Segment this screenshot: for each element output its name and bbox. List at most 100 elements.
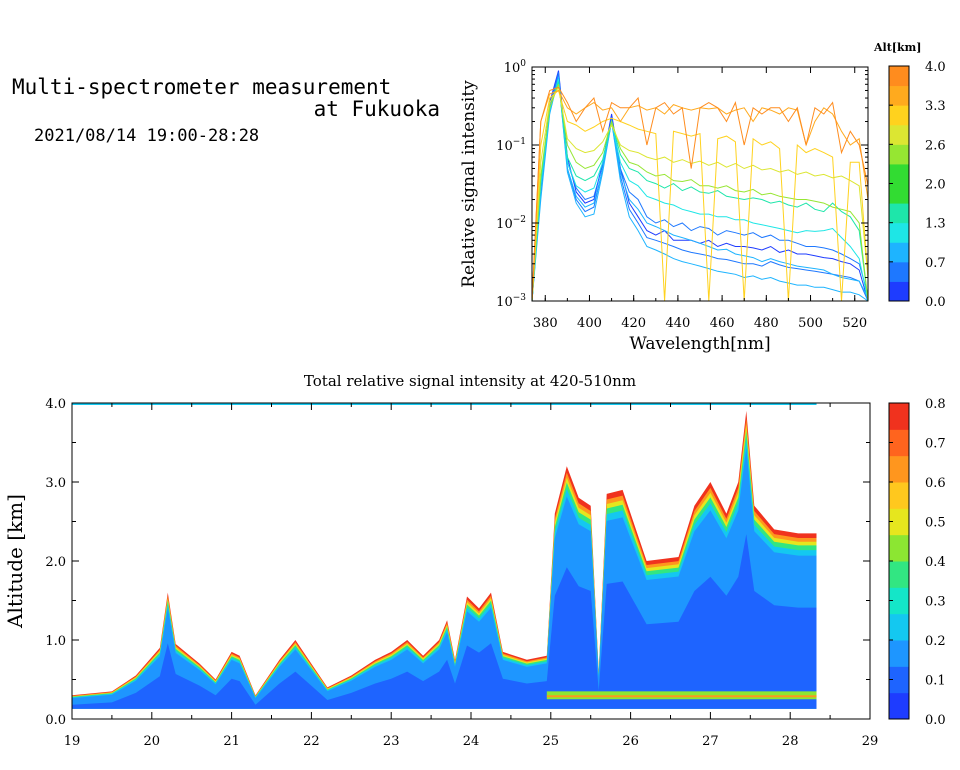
heatmap-layers [72,403,817,709]
heatmap-y-tick-label: 2.0 [45,555,66,570]
heatmap-x-tick-label: 23 [383,734,400,749]
spectrum-series-line [531,85,869,302]
altitude-colorbar-tick-label: 2.0 [925,178,946,193]
spectrum-x-tick-label: 500 [798,316,823,331]
intensity-colorbar-segment [889,547,909,562]
heatmap-x-tick-label: 26 [622,734,639,749]
intensity-colorbar-segment [889,679,909,694]
heatmap-x-tick-label: 21 [223,734,240,749]
intensity-colorbar-segment [889,561,909,575]
intensity-colorbar-segment [889,626,909,641]
spectrum-y-axis-label: Relative signal intensity [459,80,479,288]
altitude-colorbar-segment [889,144,909,165]
spectrum-x-axis-label: Wavelength[nm] [629,334,770,354]
title-line-1: Multi-spectrometer measurement [12,75,392,99]
intensity-colorbar-tick-label: 0.3 [925,595,946,610]
intensity-colorbar-segment [889,600,909,615]
altitude-colorbar-tick-label: 0.7 [925,256,946,271]
spectrum-series-line [531,78,869,302]
heatmap-y-tick-label: 1.0 [45,634,66,649]
intensity-colorbar-tick-label: 0.7 [925,437,946,452]
intensity-colorbar-segment [889,653,909,667]
page-title: Multi-spectrometer measurement at Fukuok… [12,76,440,120]
intensity-colorbar-tick-label: 0.6 [925,476,946,491]
intensity-colorbar-segment [889,705,909,720]
spectrum-x-tick-label: 420 [621,316,646,331]
intensity-colorbar-segment [889,587,909,601]
intensity-colorbar-segment [889,455,909,470]
intensity-colorbar-segment [889,640,909,654]
spectrum-series-line [531,89,869,302]
spectrum-x-tick-label: 380 [533,316,558,331]
altitude-colorbar-segment [889,242,909,263]
intensity-colorbar-tick-label: 0.8 [925,397,946,412]
heatmap-title: Total relative signal intensity at 420-5… [304,372,636,390]
heatmap-x-tick-label: 24 [463,734,480,749]
spectrum-y-tick-label: 10−3 [496,293,526,310]
intensity-colorbar-segment [889,534,909,549]
spectrum-x-tick-label: 520 [842,316,867,331]
spectrum-series-line [531,74,869,302]
intensity-colorbar-segment [889,495,909,509]
intensity-colorbar-segment [889,416,909,430]
intensity-colorbar: 0.8 0.7 0.6 0.5 0.4 0.3 0.2 0.1 0.0 [888,397,946,728]
spectrum-series-line [531,72,869,302]
spectrum-series-line [531,86,869,302]
spectrum-x-tick-label: 460 [710,316,735,331]
altitude-colorbar-segment [889,203,909,224]
spectrum-y-tick-label: 100 [504,59,527,76]
altitude-colorbar-segment [889,163,909,184]
heatmap-layer-deep-core [72,534,817,709]
intensity-colorbar-segment [889,403,909,417]
spectrum-series-group [531,70,869,302]
heatmap-x-tick-label: 27 [702,734,719,749]
title-line-2: at Fukuoka [313,97,440,121]
heatmap-y-tick-label: 0.0 [45,713,66,728]
intensity-colorbar-tick-label: 0.4 [925,555,946,570]
intensity-colorbar-segment [889,521,909,536]
intensity-colorbar-segment [889,508,909,522]
spectrum-y-tick-label: 10−1 [496,137,526,154]
heatmap-y-tick-label: 4.0 [45,397,66,412]
intensity-colorbar-tick-label: 0.5 [925,516,946,531]
altitude-colorbar-tick-label: 2.6 [925,138,946,153]
spectrum-x-tick-label: 440 [665,316,690,331]
intensity-colorbar-segment [889,666,909,680]
intensity-colorbar-tick-label: 0.1 [925,674,946,689]
altitude-colorbar-title: Alt[km] [873,41,921,54]
spectrum-x-tick-label: 480 [754,316,779,331]
spectrum-series-line [531,84,869,302]
intensity-colorbar-segment [889,442,909,457]
intensity-colorbar-tick-label: 0.2 [925,634,946,649]
heatmap-surface-band-line [546,695,817,698]
altitude-colorbar-segment [889,183,909,204]
spectrum-chart: 380 400 420 440 460 480 500 52010010−110−210−3 … [459,41,946,354]
altitude-colorbar-segment [889,222,909,243]
intensity-heatmap: Total relative signal intensity at 420-5… [3,372,946,749]
altitude-colorbar-segment [889,105,909,126]
altitude-colorbar-tick-label: 1.3 [925,217,946,232]
altitude-colorbar: 4.0 3.3 2.6 2.0 1.3 0.7 0.0 [888,60,946,310]
heatmap-x-tick-label: 25 [543,734,560,749]
intensity-colorbar-segment [889,468,909,483]
heatmap-x-tick-label: 28 [782,734,799,749]
heatmap-ticks: 19 20 21 22 23 24 25 26 27 28 29 4.0 3.0 2.0 1.0 0.0 [45,397,878,749]
heatmap-top-edge-signal [72,403,817,405]
spectrum-series-line [531,76,869,302]
altitude-colorbar-tick-label: 4.0 [925,60,946,75]
altitude-colorbar-segment [889,281,909,302]
heatmap-x-tick-label: 22 [303,734,320,749]
intensity-colorbar-segment [889,482,909,496]
measurement-datetime: 2021/08/14 19:00-28:28 [34,126,260,146]
intensity-colorbar-segment [889,429,909,443]
altitude-colorbar-segment [889,66,909,87]
heatmap-y-tick-label: 3.0 [45,476,66,491]
altitude-colorbar-segment [889,124,909,145]
intensity-colorbar-segment [889,574,909,588]
altitude-colorbar-segment [889,85,909,106]
intensity-colorbar-segment [889,613,909,628]
heatmap-x-tick-label: 29 [862,734,879,749]
intensity-colorbar-segment [889,692,909,707]
altitude-colorbar-segment [889,261,909,282]
